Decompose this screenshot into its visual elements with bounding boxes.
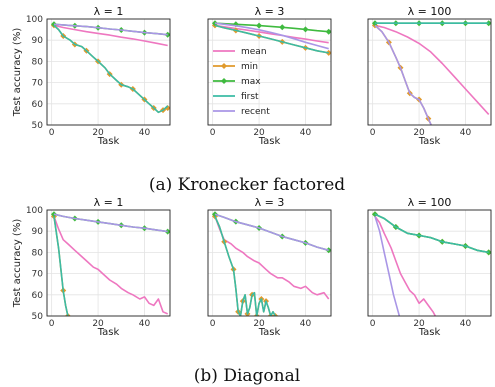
subplot-title: λ = 3 [255, 5, 285, 18]
y-tick-label: 60 [32, 291, 44, 301]
series-line-first [214, 216, 277, 316]
series-marker-max [325, 28, 331, 35]
series-marker-min [67, 321, 73, 327]
series-line-min [53, 24, 169, 114]
y-tick-label: 70 [32, 270, 44, 280]
plot-frame [207, 18, 332, 126]
x-tick-label: 0 [370, 128, 376, 138]
series-marker-min [164, 105, 170, 112]
subplot-title: λ = 100 [408, 5, 452, 18]
y-tick-label: 50 [32, 312, 44, 322]
series-marker-max [211, 20, 218, 27]
y-axis-label: Test accuracy (%) [12, 219, 23, 309]
y-tick-label: 100 [26, 15, 43, 25]
x-axis-label: Task [97, 327, 120, 338]
y-tick-label: 70 [32, 79, 44, 89]
x-tick-label: 20 [253, 128, 265, 138]
series-marker-max [302, 26, 309, 33]
series-marker-max [211, 211, 218, 218]
legend-label-first: first [241, 92, 259, 102]
x-tick-label: 40 [139, 319, 151, 329]
series-marker-max [50, 211, 57, 218]
series-line-mean [214, 24, 329, 44]
series-line-recent [53, 23, 168, 36]
subplot-r1-c0: 50 60 70 80 90 100 0 20 40 Task Test accuracy (%) λ… [12, 196, 171, 338]
row-caption-a: (a) Kronecker factored [149, 175, 345, 195]
subplot-title: λ = 1 [94, 196, 124, 209]
x-tick-label: 20 [253, 319, 265, 329]
x-tick-label: 20 [413, 319, 425, 329]
y-tick-label: 60 [32, 100, 44, 110]
subplot-r1-c1: 0 20 40 Task λ = 3 [207, 196, 332, 338]
plot-frame [46, 209, 171, 317]
legend-marker-max [221, 78, 227, 84]
y-tick-label: 80 [32, 248, 44, 258]
series-marker-max [256, 22, 263, 29]
series-line-mean [53, 24, 168, 47]
series-line-recent [53, 213, 168, 233]
x-tick-label: 0 [49, 128, 55, 138]
y-tick-label: 80 [32, 57, 44, 67]
x-tick-label: 40 [139, 128, 151, 138]
legend-label-min: min [241, 62, 258, 72]
series-line-max [214, 22, 329, 33]
x-tick-label: 0 [49, 319, 55, 329]
legend-label-recent: recent [241, 107, 270, 117]
series-line-first [374, 213, 489, 254]
y-axis-label: Test accuracy (%) [12, 28, 23, 118]
x-tick-label: 20 [92, 319, 104, 329]
row-caption-b: (b) Diagonal [194, 366, 300, 386]
series-marker-max [279, 24, 286, 31]
x-axis-label: Task [258, 327, 281, 338]
series-line-recent [374, 216, 401, 316]
legend-label-max: max [241, 77, 261, 87]
x-axis-label: Task [418, 327, 441, 338]
x-tick-label: 20 [92, 128, 104, 138]
series-line-max [374, 213, 489, 254]
x-tick-label: 40 [300, 319, 312, 329]
y-tick-label: 100 [26, 206, 43, 216]
subplot-title: λ = 3 [255, 196, 285, 209]
legend: mean min max first recent [213, 47, 270, 117]
subplot-title: λ = 100 [408, 196, 452, 209]
x-axis-label: Task [258, 136, 281, 147]
plot-frame [207, 209, 332, 317]
x-tick-label: 0 [210, 319, 216, 329]
legend-label-mean: mean [241, 47, 267, 57]
series-line-first [53, 24, 169, 114]
series-line-mean [53, 216, 169, 315]
subplot-r0-c1: 0 20 40 Task λ = 3 mean min max first recent [207, 5, 332, 147]
series-line-first [53, 216, 69, 316]
plot-frame [367, 209, 492, 317]
x-tick-label: 40 [300, 128, 312, 138]
plot-frame [367, 18, 492, 126]
series-line-recent [214, 213, 329, 252]
y-tick-label: 90 [32, 227, 44, 237]
x-tick-label: 40 [460, 319, 472, 329]
x-tick-label: 0 [210, 128, 216, 138]
y-tick-label: 50 [32, 121, 44, 131]
x-tick-label: 0 [370, 319, 376, 329]
subplot-r0-c2: 0 20 40 Task λ = 100 [367, 5, 492, 147]
series-line-mean [374, 24, 490, 115]
x-axis-label: Task [418, 136, 441, 147]
legend-marker-min [221, 63, 227, 69]
x-tick-label: 20 [413, 128, 425, 138]
x-tick-label: 40 [460, 128, 472, 138]
series-line-mean [214, 216, 330, 300]
x-axis-label: Task [97, 136, 120, 147]
series-line-recent [214, 22, 329, 50]
series-line-mean [374, 215, 437, 316]
plot-frame [46, 18, 171, 126]
series-line-first [214, 24, 329, 54]
series-line-recent [374, 24, 433, 125]
subplot-r1-c2: 0 20 40 Task λ = 100 [367, 196, 492, 338]
subplot-title: λ = 1 [94, 5, 124, 18]
series-marker-min [430, 126, 436, 132]
y-tick-label: 90 [32, 36, 44, 46]
subplot-r0-c0: 50 60 70 80 90 100 0 20 40 Task Test accuracy (%) λ… [12, 5, 171, 147]
series-line-min [374, 213, 489, 254]
series-marker-max [371, 20, 378, 27]
